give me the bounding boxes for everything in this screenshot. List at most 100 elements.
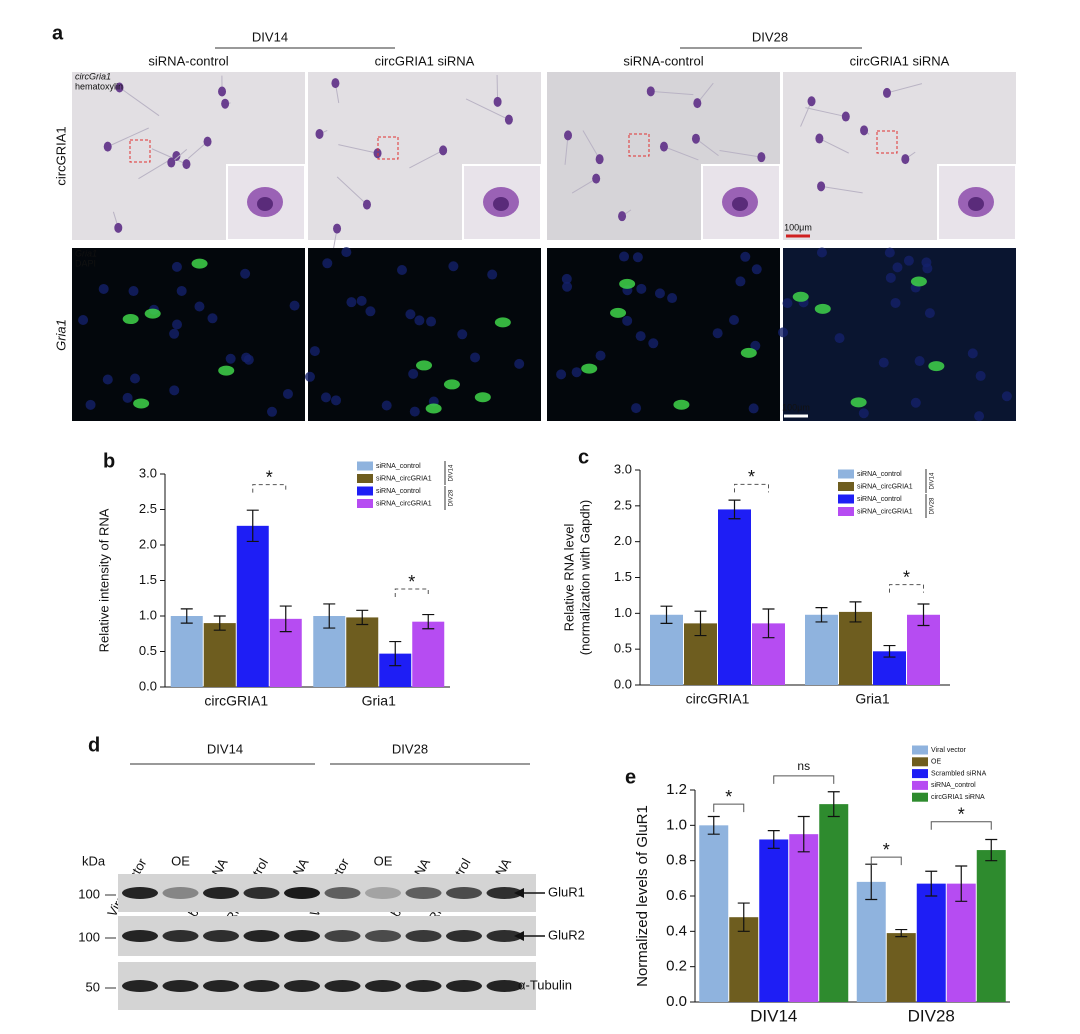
column-label: circGRIA1 siRNA	[375, 53, 475, 68]
gria1-signal	[673, 399, 690, 410]
nucleus	[924, 308, 935, 319]
gria1-signal	[792, 291, 809, 302]
band	[243, 930, 280, 942]
legend-group: DIV28	[930, 497, 936, 514]
y-tick-label: 0.0	[139, 678, 157, 693]
cell	[757, 152, 766, 163]
band	[122, 887, 158, 899]
nucleus	[884, 247, 895, 258]
y-tick-label: 0.2	[666, 958, 687, 975]
band	[203, 980, 239, 992]
nucleus	[975, 370, 986, 381]
nucleus	[654, 288, 665, 299]
marker-label: 50	[86, 979, 100, 994]
error-bar	[815, 607, 828, 623]
cell	[218, 86, 227, 97]
cell	[659, 141, 668, 152]
band	[324, 887, 361, 899]
legend-swatch	[357, 499, 373, 508]
legend-label: siRNA_circGRIA1	[857, 508, 913, 515]
nucleus	[241, 352, 252, 363]
significance-bracket	[713, 803, 745, 813]
cell	[815, 133, 824, 144]
error-bar	[762, 608, 775, 639]
neurite	[336, 176, 368, 205]
nucleus	[631, 403, 642, 414]
lane-label: OE	[374, 853, 393, 868]
nucleus	[322, 258, 333, 269]
nucleus	[356, 295, 367, 306]
stain-label: Gria1	[75, 248, 97, 258]
bar	[916, 883, 946, 1002]
band	[162, 887, 199, 899]
error-bar	[707, 815, 720, 835]
x-tick-label: circGRIA1	[204, 693, 268, 709]
gria1-signal	[474, 392, 491, 403]
gria1-signal	[144, 308, 161, 319]
legend-label: Viral vector	[931, 747, 967, 754]
nucleus	[903, 255, 914, 266]
nucleus	[595, 350, 606, 361]
fluorescence	[783, 248, 1016, 421]
legend-label: siRNA_circGRIA1	[857, 483, 913, 490]
nucleus	[750, 340, 761, 351]
nucleus	[102, 374, 113, 385]
scale-bar-label: 100μm	[782, 402, 810, 412]
error-bar	[389, 640, 402, 667]
legend-swatch	[912, 792, 928, 802]
error-bar	[323, 603, 336, 629]
error-bar	[917, 603, 930, 627]
bar	[946, 883, 976, 1002]
nucleus	[176, 285, 187, 296]
error-bar	[279, 605, 292, 633]
gria1-signal	[610, 307, 627, 318]
gria1-signal	[133, 398, 150, 409]
nucleus	[448, 261, 459, 272]
gria1-signal	[425, 403, 442, 414]
cell	[860, 125, 869, 136]
marker-label: 100	[78, 886, 100, 901]
error-bar	[895, 928, 908, 938]
y-tick-label: 1.0	[139, 607, 157, 622]
gria1-signal	[443, 379, 460, 390]
nucleus	[169, 385, 180, 396]
nucleus	[858, 408, 869, 419]
y-tick-label: 1.5	[139, 572, 157, 587]
fluorescence	[308, 248, 541, 421]
band	[284, 980, 320, 992]
nucleus	[636, 283, 647, 294]
panel-letter: b	[103, 450, 115, 472]
band	[284, 887, 320, 899]
nucleus	[194, 301, 205, 312]
neurite	[582, 130, 601, 160]
column-label: siRNA-control	[623, 53, 703, 68]
band	[365, 930, 401, 942]
nucleus	[240, 268, 251, 279]
y-tick-label: 0.6	[666, 887, 687, 904]
legend-label: siRNA_control	[857, 496, 902, 503]
gria1-signal	[416, 360, 433, 371]
nucleus	[914, 356, 925, 367]
cell	[103, 141, 112, 152]
cell	[564, 130, 573, 141]
band	[243, 887, 280, 899]
gria1-signal	[740, 347, 757, 358]
nucleus	[457, 329, 468, 340]
nucleus	[78, 315, 89, 326]
error-bar	[827, 791, 840, 818]
legend-label: Scrambled siRNA	[931, 770, 987, 777]
nucleus	[405, 309, 416, 320]
roi	[377, 136, 399, 160]
error-bar	[694, 610, 707, 637]
nucleus	[778, 327, 789, 338]
legend-swatch	[838, 469, 854, 479]
band	[324, 980, 361, 992]
neurite	[663, 146, 699, 161]
y-tick-label: 0.5	[614, 641, 632, 656]
nucleus	[309, 346, 320, 357]
legend-swatch	[838, 482, 854, 491]
band	[405, 930, 442, 942]
error-bar	[246, 509, 259, 543]
legend-label: siRNA_control	[376, 488, 421, 495]
cell	[807, 96, 816, 107]
